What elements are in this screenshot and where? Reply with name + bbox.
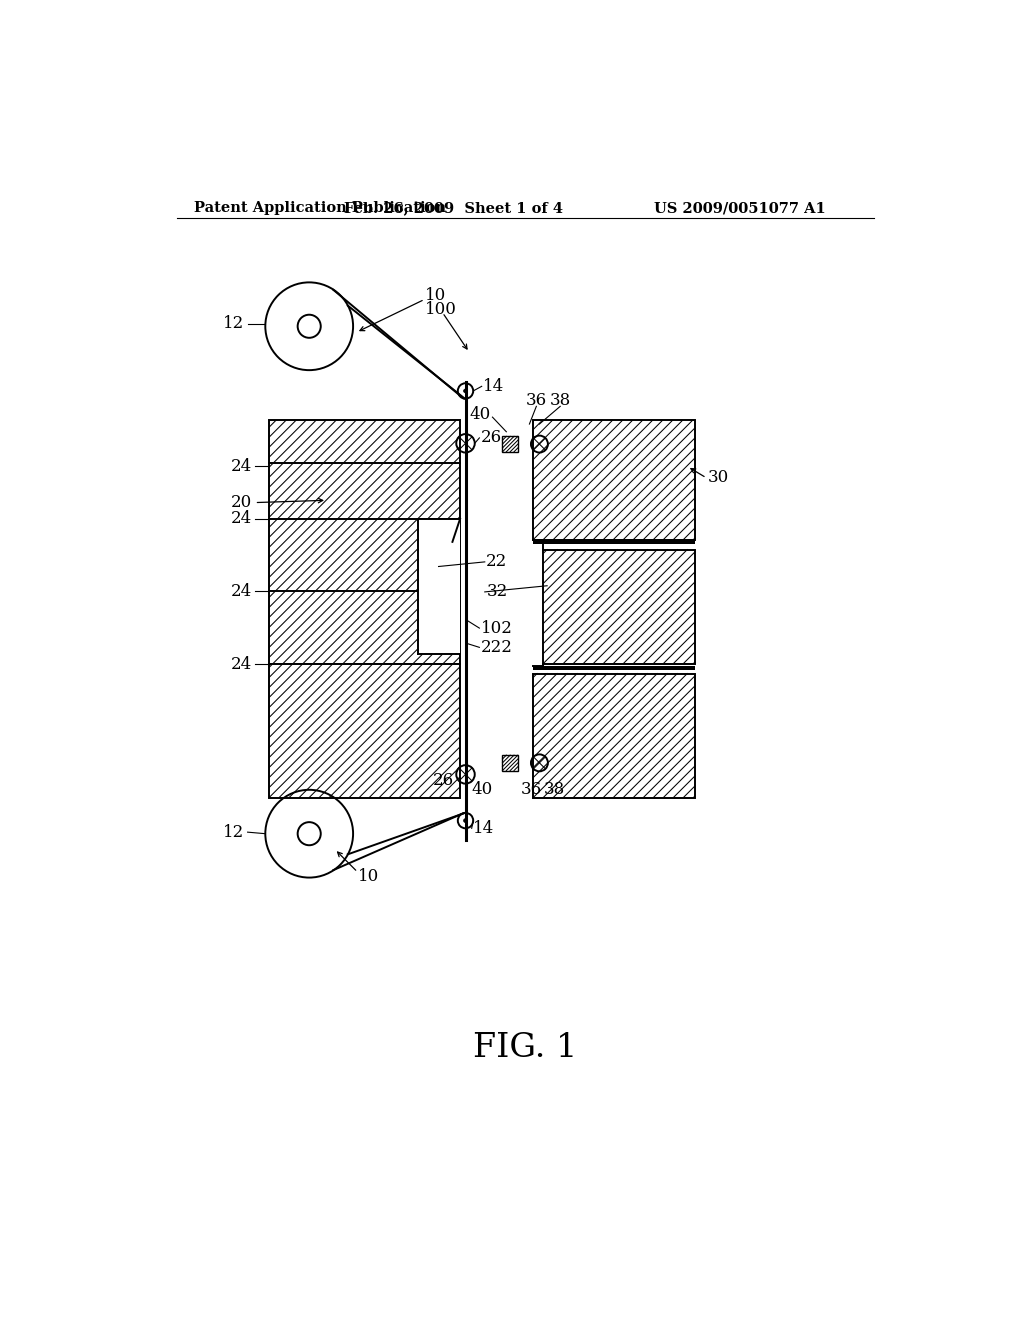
Circle shape [464, 389, 467, 393]
Text: 38: 38 [550, 392, 570, 409]
Text: 36: 36 [520, 781, 542, 799]
Text: Patent Application Publication: Patent Application Publication [194, 202, 445, 215]
Text: 24: 24 [231, 511, 252, 527]
Bar [269, 420, 460, 797]
Text: FIG. 1: FIG. 1 [473, 1032, 577, 1064]
Text: 10: 10 [357, 867, 379, 884]
Text: 24: 24 [231, 656, 252, 673]
Text: 24: 24 [231, 458, 252, 475]
Bar [544, 549, 695, 664]
Bar [503, 755, 518, 771]
Text: US 2009/0051077 A1: US 2009/0051077 A1 [654, 202, 826, 215]
Text: 24: 24 [231, 582, 252, 599]
Text: 12: 12 [223, 315, 245, 333]
Text: 22: 22 [486, 553, 508, 570]
Text: 222: 222 [481, 639, 513, 656]
Text: 38: 38 [544, 781, 565, 799]
Bar [534, 673, 695, 797]
Text: Feb. 26, 2009  Sheet 1 of 4: Feb. 26, 2009 Sheet 1 of 4 [344, 202, 563, 215]
Text: 26: 26 [481, 429, 502, 446]
Text: 102: 102 [481, 619, 513, 636]
Text: 32: 32 [486, 583, 508, 601]
Text: 40: 40 [470, 407, 490, 424]
Bar [269, 420, 460, 797]
Text: 100: 100 [425, 301, 457, 318]
Bar [534, 673, 695, 797]
Text: 40: 40 [471, 781, 493, 799]
Circle shape [464, 818, 467, 822]
Bar [534, 665, 695, 671]
Text: 20: 20 [231, 494, 252, 511]
Text: 12: 12 [223, 824, 245, 841]
Text: 26: 26 [432, 772, 454, 789]
Bar [544, 549, 695, 664]
Bar [534, 420, 695, 540]
Bar [503, 437, 518, 451]
Text: 14: 14 [483, 378, 505, 395]
Bar [534, 420, 695, 540]
Bar [503, 755, 518, 771]
Text: 10: 10 [425, 286, 445, 304]
Bar [418, 519, 460, 653]
Bar [503, 437, 518, 451]
Bar [534, 540, 695, 544]
Text: 14: 14 [473, 820, 495, 837]
Text: 30: 30 [708, 470, 729, 487]
Text: 36: 36 [525, 392, 547, 409]
